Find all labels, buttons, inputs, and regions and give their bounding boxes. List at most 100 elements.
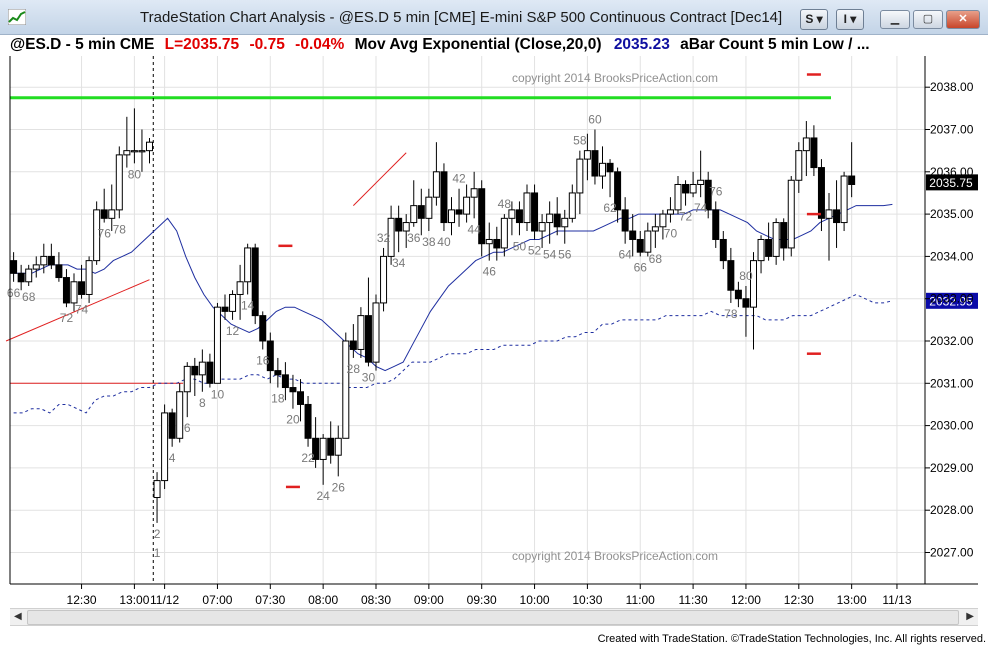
candle[interactable]: [229, 290, 237, 320]
candle[interactable]: [553, 197, 561, 236]
candle[interactable]: [463, 184, 471, 223]
candle[interactable]: [183, 362, 191, 418]
scroll-right-icon[interactable]: ▶: [966, 611, 974, 622]
candle[interactable]: [259, 311, 267, 350]
candle[interactable]: [704, 171, 712, 219]
candle[interactable]: [538, 214, 546, 248]
candle[interactable]: [198, 349, 206, 392]
candle[interactable]: [115, 146, 123, 219]
candle[interactable]: [32, 256, 40, 278]
candle[interactable]: [500, 214, 508, 257]
candle[interactable]: [236, 264, 244, 320]
candle[interactable]: [85, 256, 93, 303]
candle[interactable]: [417, 188, 425, 236]
candle[interactable]: [342, 332, 350, 439]
candle[interactable]: [70, 273, 78, 312]
candle[interactable]: [674, 176, 682, 215]
candle[interactable]: [364, 277, 372, 367]
candle[interactable]: [659, 209, 667, 240]
candle[interactable]: [591, 129, 599, 185]
candle[interactable]: [62, 269, 70, 308]
candle[interactable]: [357, 307, 365, 358]
candle[interactable]: [833, 180, 841, 248]
candle[interactable]: [621, 197, 629, 244]
candle[interactable]: [425, 188, 433, 232]
candle[interactable]: [410, 180, 418, 227]
candle[interactable]: [47, 243, 55, 270]
candle[interactable]: [682, 180, 690, 206]
candle[interactable]: [606, 159, 614, 198]
candle[interactable]: [666, 197, 674, 223]
candle[interactable]: [493, 226, 501, 261]
candle[interactable]: [281, 362, 289, 401]
candle[interactable]: [153, 472, 161, 523]
candle[interactable]: [108, 184, 116, 232]
candle[interactable]: [440, 163, 448, 232]
candle[interactable]: [319, 434, 327, 485]
candle[interactable]: [251, 243, 259, 325]
candle[interactable]: [810, 125, 818, 177]
candle[interactable]: [712, 201, 720, 248]
candle[interactable]: [485, 222, 493, 261]
candle[interactable]: [448, 197, 455, 236]
candle[interactable]: [636, 231, 644, 257]
candle[interactable]: [508, 201, 516, 236]
candle[interactable]: [515, 201, 523, 236]
candle[interactable]: [780, 218, 788, 261]
candle[interactable]: [266, 332, 274, 384]
candle[interactable]: [765, 222, 773, 261]
candle[interactable]: [561, 209, 569, 244]
candle[interactable]: [470, 171, 478, 219]
candle[interactable]: [531, 184, 539, 240]
minimize-button[interactable]: ▁: [880, 10, 910, 29]
candle[interactable]: [387, 205, 395, 265]
candle[interactable]: [757, 235, 765, 274]
candle[interactable]: [244, 243, 252, 295]
candle[interactable]: [651, 214, 659, 248]
scroll-left-icon[interactable]: ◀: [14, 611, 22, 622]
candle[interactable]: [17, 264, 25, 291]
candle[interactable]: [25, 264, 33, 287]
scrollbar-thumb[interactable]: [27, 610, 959, 625]
candle[interactable]: [432, 142, 440, 206]
candle[interactable]: [289, 374, 297, 409]
candle[interactable]: [395, 205, 403, 253]
candle[interactable]: [523, 184, 531, 232]
candle[interactable]: [372, 294, 380, 371]
candle[interactable]: [840, 171, 848, 232]
candle[interactable]: [787, 176, 795, 257]
candle[interactable]: [274, 357, 282, 388]
candle[interactable]: [576, 150, 584, 215]
candle[interactable]: [327, 421, 335, 464]
candle[interactable]: [55, 252, 63, 282]
candle[interactable]: [697, 150, 705, 198]
candle[interactable]: [100, 188, 108, 223]
candle[interactable]: [176, 383, 184, 443]
candle[interactable]: [734, 281, 742, 308]
candle[interactable]: [402, 214, 410, 248]
candle[interactable]: [10, 252, 18, 282]
candle[interactable]: [644, 222, 652, 257]
candle[interactable]: [629, 214, 637, 257]
candle[interactable]: [795, 142, 803, 193]
candle[interactable]: [206, 353, 214, 388]
candle[interactable]: [168, 408, 176, 447]
candle[interactable]: [334, 425, 342, 477]
insert-menu-button[interactable]: I ▾: [836, 9, 864, 30]
candle[interactable]: [817, 159, 825, 232]
candle[interactable]: [802, 121, 810, 177]
candle[interactable]: [825, 192, 833, 261]
candle[interactable]: [380, 247, 388, 312]
candle[interactable]: [191, 357, 199, 396]
candle[interactable]: [78, 264, 86, 299]
candle[interactable]: [304, 395, 312, 447]
candle[interactable]: [123, 116, 131, 168]
candle[interactable]: [742, 286, 750, 337]
candle[interactable]: [221, 294, 229, 320]
candle[interactable]: [750, 252, 757, 350]
candle[interactable]: [297, 379, 304, 422]
candle[interactable]: [138, 129, 146, 172]
candle[interactable]: [312, 417, 320, 468]
candle[interactable]: [93, 201, 101, 265]
candle[interactable]: [546, 201, 554, 244]
